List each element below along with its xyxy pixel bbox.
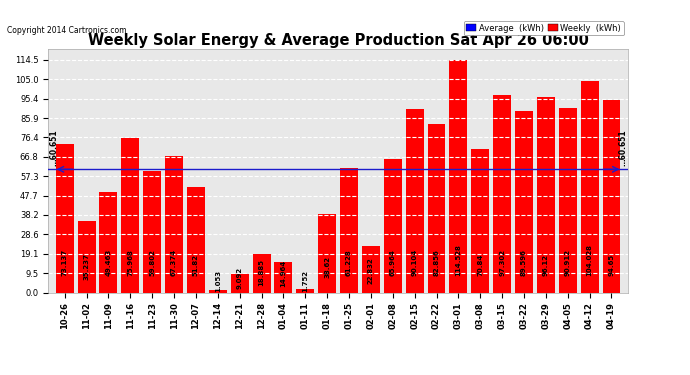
Text: 89.596: 89.596 <box>521 249 527 276</box>
Text: 96.12: 96.12 <box>543 254 549 276</box>
Bar <box>581 81 599 292</box>
Text: 49.463: 49.463 <box>106 249 112 276</box>
Text: 35.237: 35.237 <box>83 253 90 280</box>
Bar <box>230 274 248 292</box>
Bar <box>318 214 336 292</box>
Bar <box>56 144 74 292</box>
Title: Weekly Solar Energy & Average Production Sat Apr 26 06:00: Weekly Solar Energy & Average Production… <box>88 33 589 48</box>
Bar <box>187 187 205 292</box>
Bar <box>471 148 489 292</box>
Text: 73.137: 73.137 <box>61 249 68 276</box>
Text: 67.374: 67.374 <box>171 249 177 276</box>
Bar <box>144 171 161 292</box>
Bar <box>275 262 293 292</box>
Bar <box>602 100 620 292</box>
Text: 61.228: 61.228 <box>346 249 352 276</box>
Text: 22.832: 22.832 <box>368 257 374 284</box>
Bar <box>77 221 95 292</box>
Text: 90.104: 90.104 <box>412 249 417 276</box>
Bar <box>99 192 117 292</box>
Bar <box>493 95 511 292</box>
Bar <box>406 110 424 292</box>
Bar <box>121 138 139 292</box>
Bar <box>384 159 402 292</box>
Text: 14.964: 14.964 <box>280 260 286 287</box>
Text: Copyright 2014 Cartronics.com: Copyright 2014 Cartronics.com <box>7 26 126 35</box>
Bar <box>362 246 380 292</box>
Bar <box>537 97 555 292</box>
Text: 90.912: 90.912 <box>564 249 571 276</box>
Bar <box>296 289 314 292</box>
Text: 104.028: 104.028 <box>586 244 593 276</box>
Text: …60.651: …60.651 <box>618 130 627 166</box>
Bar <box>340 168 358 292</box>
Bar <box>449 60 467 292</box>
Bar <box>209 290 227 292</box>
Text: 9.092: 9.092 <box>237 267 243 289</box>
Text: 51.82: 51.82 <box>193 254 199 276</box>
Text: 1.752: 1.752 <box>302 270 308 292</box>
Legend: Average  (kWh), Weekly  (kWh): Average (kWh), Weekly (kWh) <box>464 21 624 35</box>
Text: 1.053: 1.053 <box>215 270 221 292</box>
Text: 97.302: 97.302 <box>499 249 505 276</box>
Text: 65.964: 65.964 <box>390 249 396 276</box>
Bar <box>428 124 446 292</box>
Text: …60.651: …60.651 <box>49 130 58 166</box>
Bar <box>515 111 533 292</box>
Text: 75.968: 75.968 <box>128 249 133 276</box>
Text: 94.65: 94.65 <box>609 254 615 276</box>
Text: 82.856: 82.856 <box>433 249 440 276</box>
Text: 59.802: 59.802 <box>149 249 155 276</box>
Text: 38.62: 38.62 <box>324 256 330 278</box>
Bar <box>559 108 577 292</box>
Text: 18.885: 18.885 <box>259 259 264 286</box>
Bar <box>165 156 183 292</box>
Text: 114.528: 114.528 <box>455 244 462 276</box>
Bar <box>253 254 270 292</box>
Text: 70.84: 70.84 <box>477 254 483 276</box>
